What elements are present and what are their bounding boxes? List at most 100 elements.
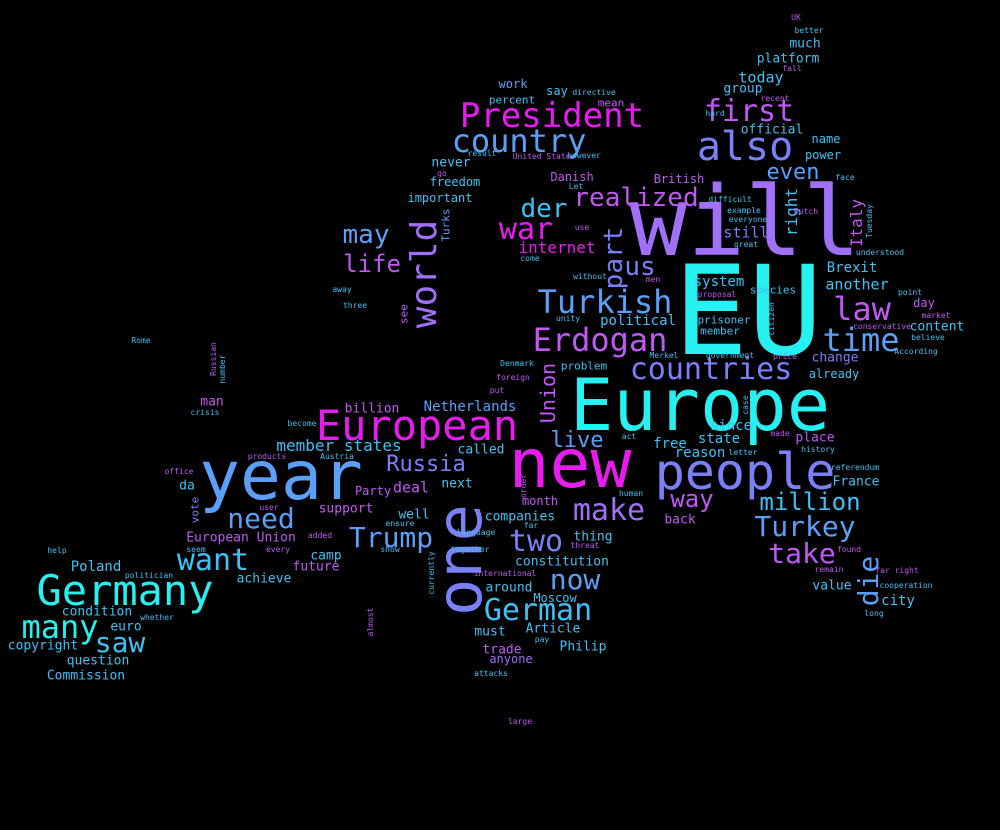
word-far: far [523, 521, 539, 530]
word-thing: thing [573, 529, 613, 545]
word-almost: almost [366, 607, 375, 637]
word-austria: Austria [320, 452, 354, 461]
word-pay: pay [534, 635, 550, 644]
word-copyright: copyright [7, 638, 79, 654]
word-country: country [451, 122, 587, 160]
word-species: species [749, 283, 797, 297]
word-difficult: difficult [708, 195, 752, 204]
word-long: long [864, 609, 884, 618]
word-come: come [520, 254, 540, 263]
word-anyone: anyone [489, 652, 533, 666]
word-take: take [768, 537, 836, 570]
word-turkish: Turkish [537, 283, 673, 321]
word-away: away [332, 285, 352, 294]
word-hard: hard [705, 109, 725, 118]
word-seem: seem [186, 545, 206, 554]
word-der: der [520, 194, 568, 224]
word-companies: companies [484, 509, 556, 525]
word-man: man [200, 394, 224, 410]
word-eu: EU [673, 240, 823, 384]
word-according: According [894, 347, 938, 356]
word-day: day [913, 296, 935, 310]
word-german: German [483, 593, 593, 628]
word-state: state [697, 431, 741, 447]
word-vote: vote [188, 496, 202, 524]
word-work: work [498, 77, 528, 91]
word-help: help [47, 546, 67, 555]
word-international: international [473, 569, 537, 578]
word-unity: unity [555, 314, 581, 323]
word-case: case [741, 395, 750, 415]
word-reason: reason [674, 445, 726, 461]
word-order: order [519, 473, 528, 499]
word-group: group [723, 81, 763, 97]
word-however: however [567, 151, 601, 160]
word-poland: Poland [70, 559, 122, 575]
word-member-states: member states [276, 436, 402, 455]
word-see: see [397, 304, 411, 324]
word-billion: billion [344, 401, 400, 417]
word-trade: trade [482, 642, 522, 658]
word-uk: UK [791, 13, 801, 22]
word-crisis: crisis [190, 408, 220, 417]
word-still: still [723, 223, 769, 242]
word-tuesday: Tuesday [865, 204, 874, 238]
word-da: da [179, 478, 195, 494]
word-countries: countries [629, 352, 793, 387]
word-problem: problem [560, 359, 608, 373]
word-cooperation: cooperation [879, 581, 933, 590]
word-political: political [600, 313, 676, 329]
word-never: never [431, 155, 471, 171]
word-saw: saw [94, 626, 146, 659]
word-even: even [766, 160, 820, 185]
word-support: support [318, 501, 374, 517]
word-time: time [822, 321, 900, 359]
word-today: today [738, 68, 784, 87]
word-user: user [259, 503, 279, 512]
word-men: men [645, 275, 661, 284]
word-new: new [508, 425, 632, 504]
word-whether: whether [140, 613, 174, 622]
word-point: point [897, 288, 923, 297]
word-conservative: conservative [853, 322, 911, 331]
word-italy: Italy [847, 198, 866, 248]
word-live: live [550, 428, 604, 453]
word-referendum: referendum [830, 463, 880, 472]
word-use: use [574, 223, 590, 232]
word-free: free [653, 436, 687, 452]
word-put: put [489, 386, 505, 395]
word-every: every [265, 545, 291, 554]
word-must: must [474, 624, 506, 640]
word-law: law [833, 290, 891, 328]
word-office: office [164, 467, 194, 476]
word-everyone: everyone [728, 215, 768, 224]
word-percent: percent [488, 93, 536, 107]
word-president: President [459, 96, 645, 136]
word-turks: Turks [439, 208, 453, 242]
word-around: around [485, 580, 533, 596]
word-platform: platform [756, 51, 820, 67]
word-member: member [700, 324, 740, 338]
word-become: become [287, 419, 317, 428]
word-called: called [457, 442, 505, 458]
word-believe: believe [911, 333, 945, 342]
word-us: us [624, 252, 656, 282]
word-fall: fall [782, 64, 802, 73]
word-merkel: Merkel [649, 351, 679, 360]
word-currently: currently [427, 551, 436, 595]
word-united-states: United States [512, 152, 576, 161]
word-face: face [835, 173, 855, 182]
word-future: future [292, 559, 340, 575]
word-price: price [772, 352, 798, 361]
word-brexit: Brexit [826, 260, 878, 276]
word-human: human [618, 489, 644, 498]
word-danish: Danish [550, 170, 594, 184]
word-question: question [66, 653, 130, 669]
word-better: better [794, 26, 824, 35]
word-union: Union [536, 362, 560, 424]
word-remain: remain [814, 565, 844, 574]
word-achieve: achieve [236, 571, 292, 587]
word-market: market [921, 311, 951, 320]
word-official: official [740, 122, 804, 138]
